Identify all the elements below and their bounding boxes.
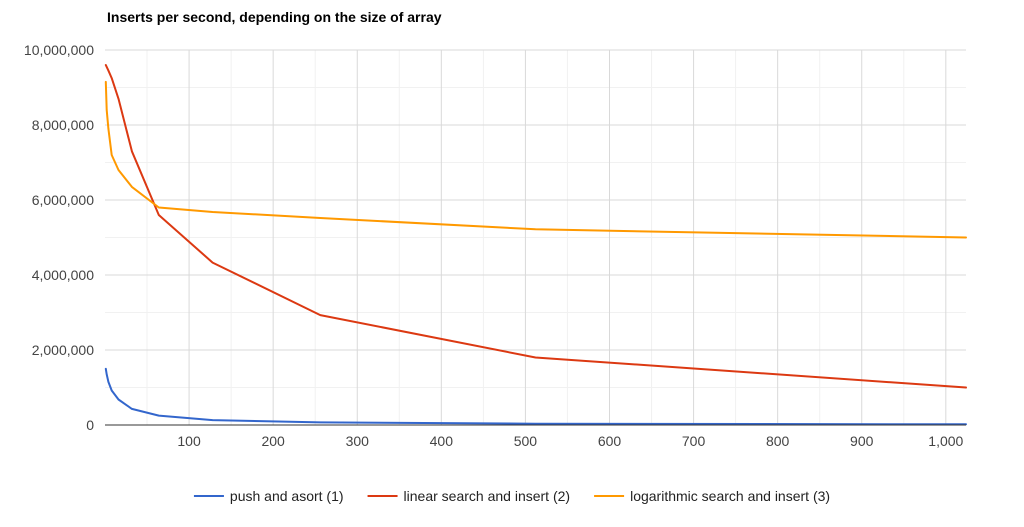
- legend-label: linear search and insert (2): [404, 488, 571, 504]
- x-tick-label: 800: [766, 433, 790, 449]
- x-tick-label: 200: [261, 433, 285, 449]
- y-tick-label: 10,000,000: [24, 42, 94, 58]
- x-tick-label: 700: [682, 433, 706, 449]
- x-axis: 100 200 300 400 500 600 700 800 900 1,000: [177, 433, 963, 449]
- x-tick-label: 500: [514, 433, 538, 449]
- major-gridlines: [105, 49, 966, 425]
- x-tick-label: 300: [346, 433, 370, 449]
- x-tick-label: 900: [850, 433, 874, 449]
- y-tick-label: 4,000,000: [32, 267, 94, 283]
- x-tick-label: 100: [177, 433, 201, 449]
- series-line-2: [104, 64, 967, 389]
- y-tick-label: 2,000,000: [32, 342, 94, 358]
- y-tick-label: 0: [86, 417, 94, 433]
- legend-item-1[interactable]: push and asort (1): [193, 488, 344, 504]
- legend-label: logarithmic search and insert (3): [630, 488, 830, 504]
- x-tick-label: 1,000: [928, 433, 963, 449]
- series-line-3: [104, 80, 967, 239]
- legend-label: push and asort (1): [230, 488, 344, 504]
- legend-item-3[interactable]: logarithmic search and insert (3): [594, 488, 830, 504]
- x-tick-label: 400: [430, 433, 454, 449]
- y-axis: 0 2,000,000 4,000,000 6,000,000 8,000,000 10,…: [24, 42, 94, 433]
- y-tick-label: 8,000,000: [32, 117, 94, 133]
- series-line-1: [104, 367, 967, 426]
- minor-gridlines: [105, 50, 966, 425]
- legend[interactable]: push and asort (1) linear search and inse…: [193, 488, 830, 504]
- chart-title: Inserts per second, depending on the siz…: [107, 9, 442, 25]
- series-lines: [104, 64, 967, 426]
- y-tick-label: 6,000,000: [32, 192, 94, 208]
- x-tick-label: 600: [598, 433, 622, 449]
- legend-item-2[interactable]: linear search and insert (2): [367, 488, 571, 504]
